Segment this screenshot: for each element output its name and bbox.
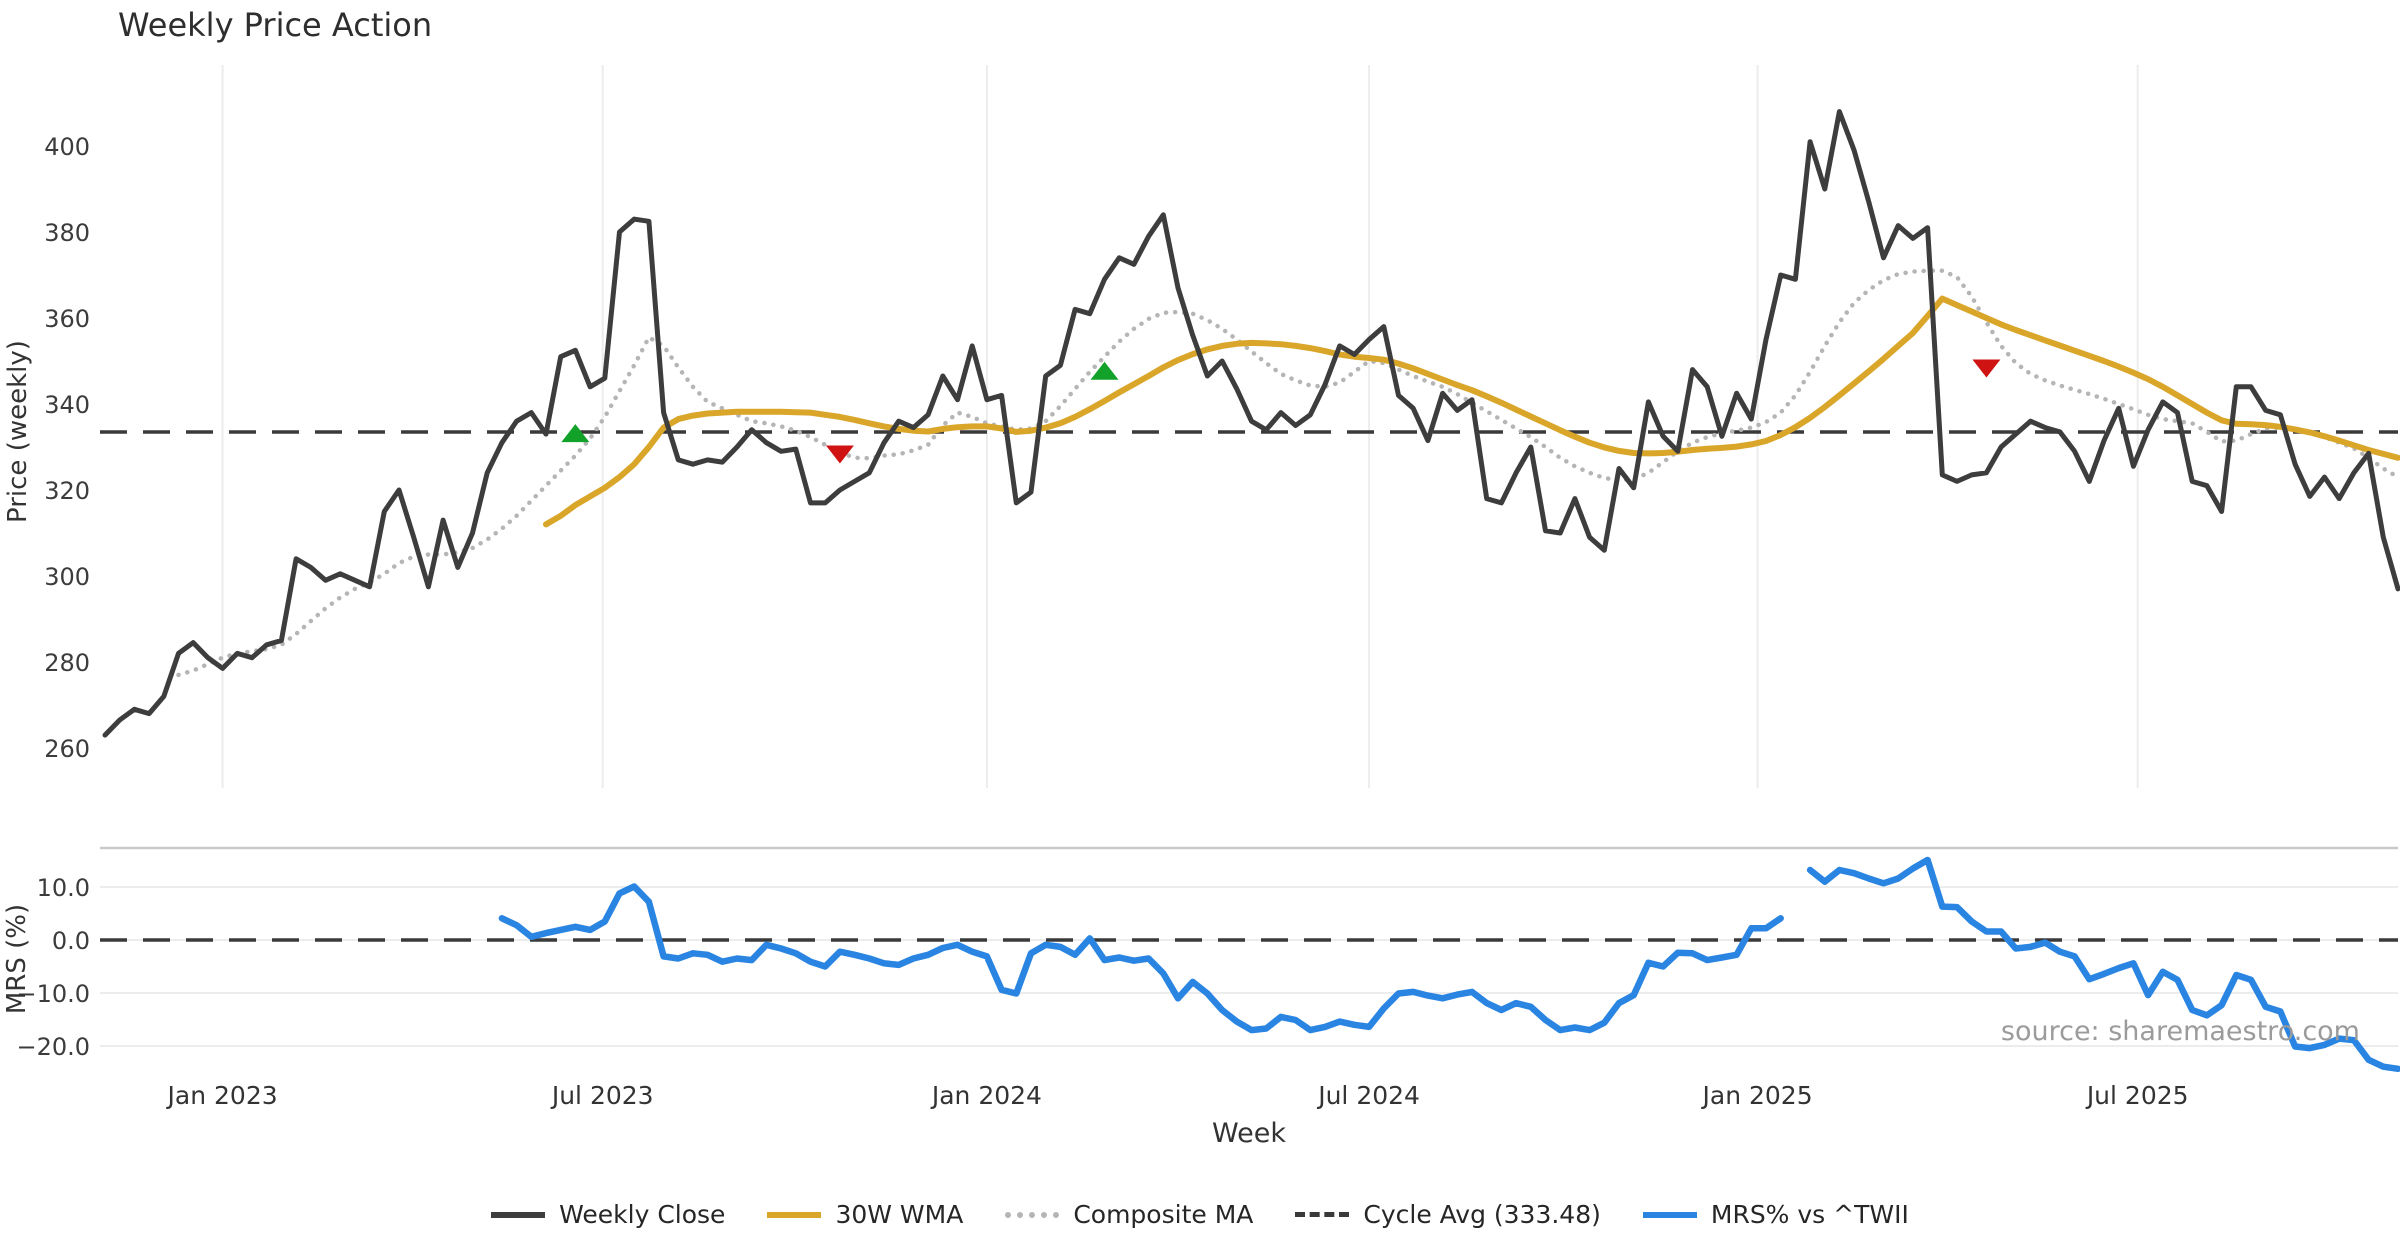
mrs-tick-label: −20.0 (16, 1033, 90, 1061)
legend-label: Cycle Avg (333.48) (1363, 1200, 1601, 1229)
price-tick-label: 320 (44, 477, 90, 505)
price-tick-label: 340 (44, 391, 90, 419)
price-tick-label: 260 (44, 735, 90, 763)
x-tick-label: Jul 2023 (550, 1081, 654, 1110)
mrs-tick-label: 10.0 (37, 874, 90, 902)
mrs-tick-label: 0.0 (52, 927, 90, 955)
weekly-close-swatch-icon (491, 1211, 546, 1218)
wma-line (543, 295, 2400, 528)
x-tick-label: Jan 2025 (1701, 1081, 1813, 1110)
composite-ma-line (176, 268, 2400, 678)
composite-ma-swatch-icon (1005, 1211, 1060, 1218)
price-tick-label: 380 (44, 219, 90, 247)
x-tick-label: Jan 2023 (166, 1081, 278, 1110)
legend-label: 30W WMA (835, 1200, 964, 1229)
sell-marker-icon (1972, 359, 2001, 378)
mrs-tick-label: −10.0 (16, 980, 90, 1008)
legend-label: MRS% vs ^TWII (1710, 1200, 1909, 1229)
x-tick-label: Jan 2024 (930, 1081, 1042, 1110)
mrs-swatch-icon (1642, 1211, 1697, 1218)
legend-item-30w-wma: 30W WMA (767, 1200, 963, 1229)
x-axis-label: Week (1212, 1118, 1286, 1149)
page-title: Weekly Price Action (118, 6, 433, 44)
source-watermark: source: sharemaestro.com (2000, 1016, 2360, 1047)
buy-marker-icon (561, 424, 590, 443)
sell-marker-icon (825, 445, 854, 464)
x-tick-label: Jul 2024 (1316, 1081, 1420, 1110)
price-tick-label: 360 (44, 305, 90, 333)
legend-label: Composite MA (1073, 1200, 1254, 1229)
price-tick-label: 300 (44, 563, 90, 591)
legend-label: Weekly Close (559, 1200, 726, 1229)
price-axis-label: Price (weekly) (3, 340, 33, 523)
legend-item-weekly-close: Weekly Close (491, 1200, 725, 1229)
price-tick-label: 400 (44, 133, 90, 161)
price-tick-label: 280 (44, 649, 90, 677)
legend: Weekly Close 30W WMA Composite MA Cycle … (0, 1200, 2400, 1229)
weekly-close-line (102, 109, 2400, 738)
legend-item-composite-ma: Composite MA (1005, 1200, 1253, 1229)
buy-marker-icon (1090, 361, 1119, 380)
mrs-axis-label: MRS (%) (2, 903, 32, 1015)
legend-item-mrs: MRS% vs ^TWII (1642, 1200, 1909, 1229)
mrs-line (1806, 856, 2400, 1073)
cycle-avg-swatch-icon (1295, 1212, 1350, 1217)
legend-item-cycle-avg: Cycle Avg (333.48) (1295, 1200, 1601, 1229)
mrs-line (498, 883, 1784, 1034)
x-tick-label: Jul 2025 (2085, 1081, 2189, 1110)
wma-swatch-icon (767, 1211, 822, 1218)
